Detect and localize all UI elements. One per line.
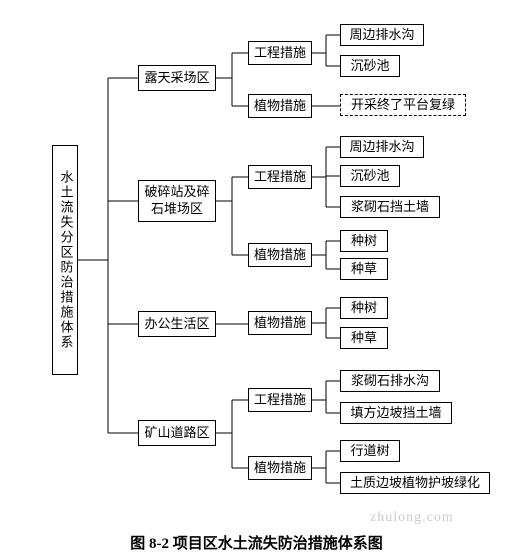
measure-node: 工程措施 (248, 165, 312, 189)
leaf-node: 行道树 (340, 440, 400, 462)
measure-node: 工程措施 (248, 388, 312, 412)
tree-root: 水土流失分区防治措施体系 (52, 145, 78, 375)
leaf-node: 周边排水沟 (340, 24, 424, 46)
measure-node: 工程措施 (248, 41, 312, 65)
leaf-node: 填方边坡挡土墙 (340, 402, 452, 424)
leaf-node: 开采终了平台复绿 (340, 94, 466, 116)
leaf-node: 土质边坡植物护坡绿化 (340, 472, 490, 494)
zone-node: 矿山道路区 (138, 420, 216, 446)
zone-node: 露天采场区 (138, 65, 216, 91)
leaf-node: 浆砌石挡土墙 (340, 196, 440, 218)
zone-node: 破碎站及碎石堆场区 (138, 180, 216, 222)
measure-node: 植物措施 (248, 94, 312, 118)
leaf-node: 种草 (340, 327, 388, 349)
leaf-node: 沉砂池 (340, 55, 400, 77)
measure-node: 植物措施 (248, 311, 312, 335)
leaf-node: 周边排水沟 (340, 136, 424, 158)
leaf-node: 种树 (340, 230, 388, 252)
leaf-node: 沉砂池 (340, 165, 400, 187)
zone-node: 办公生活区 (138, 311, 216, 337)
leaf-node: 种树 (340, 297, 388, 319)
figure-caption: 图 8-2 项目区水土流失防治措施体系图 (0, 532, 513, 553)
measure-node: 植物措施 (248, 456, 312, 480)
leaf-node: 种草 (340, 258, 388, 280)
measure-node: 植物措施 (248, 243, 312, 267)
leaf-node: 浆砌石排水沟 (340, 370, 440, 392)
watermark: zhulong.com (370, 510, 454, 526)
